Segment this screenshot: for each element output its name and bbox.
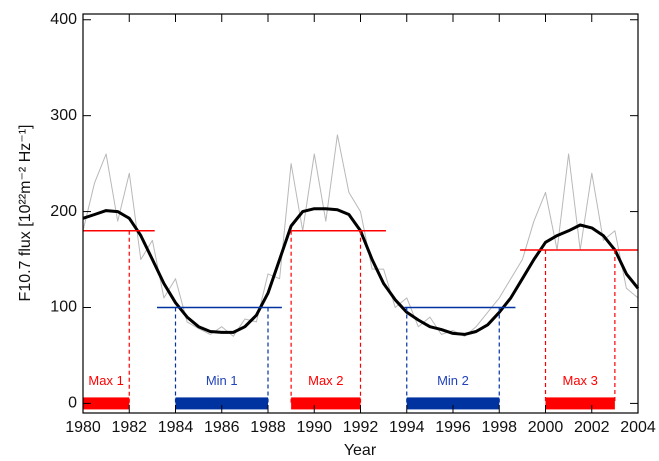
x-tick-label: 1994	[389, 419, 425, 436]
period-label: Max 2	[308, 373, 343, 388]
x-axis-label: Year	[344, 442, 377, 459]
period-label: Min 2	[437, 373, 469, 388]
x-tick-label: 1996	[435, 419, 471, 436]
period-bar	[406, 397, 500, 410]
period-label: Max 1	[88, 373, 123, 388]
y-tick-label: 0	[68, 395, 77, 412]
x-tick-label: 1982	[111, 419, 147, 436]
x-tick-label: 1986	[204, 419, 240, 436]
x-tick-label: 2004	[620, 419, 656, 436]
x-tick-label: 1984	[158, 419, 194, 436]
period-label: Min 1	[206, 373, 238, 388]
x-tick-label: 2002	[574, 419, 610, 436]
x-tick-label: 1990	[296, 419, 332, 436]
y-tick-label: 100	[50, 299, 77, 316]
period-bar	[545, 397, 615, 410]
period-label: Max 3	[562, 373, 597, 388]
period-bar	[291, 397, 361, 410]
y-tick-label: 400	[50, 11, 77, 28]
x-tick-label: 1980	[65, 419, 101, 436]
y-axis-label: F10.7 flux [10²²m⁻² Hz⁻¹]	[17, 125, 34, 302]
period-bar	[175, 397, 268, 410]
series-line	[82, 134, 639, 337]
x-tick-label: 1988	[250, 419, 286, 436]
period-bar	[83, 397, 130, 410]
y-tick-label: 300	[50, 107, 77, 124]
x-tick-label: 2000	[528, 419, 564, 436]
y-tick-label: 200	[50, 203, 77, 220]
x-tick-label: 1998	[481, 419, 517, 436]
x-tick-label: 1992	[343, 419, 379, 436]
